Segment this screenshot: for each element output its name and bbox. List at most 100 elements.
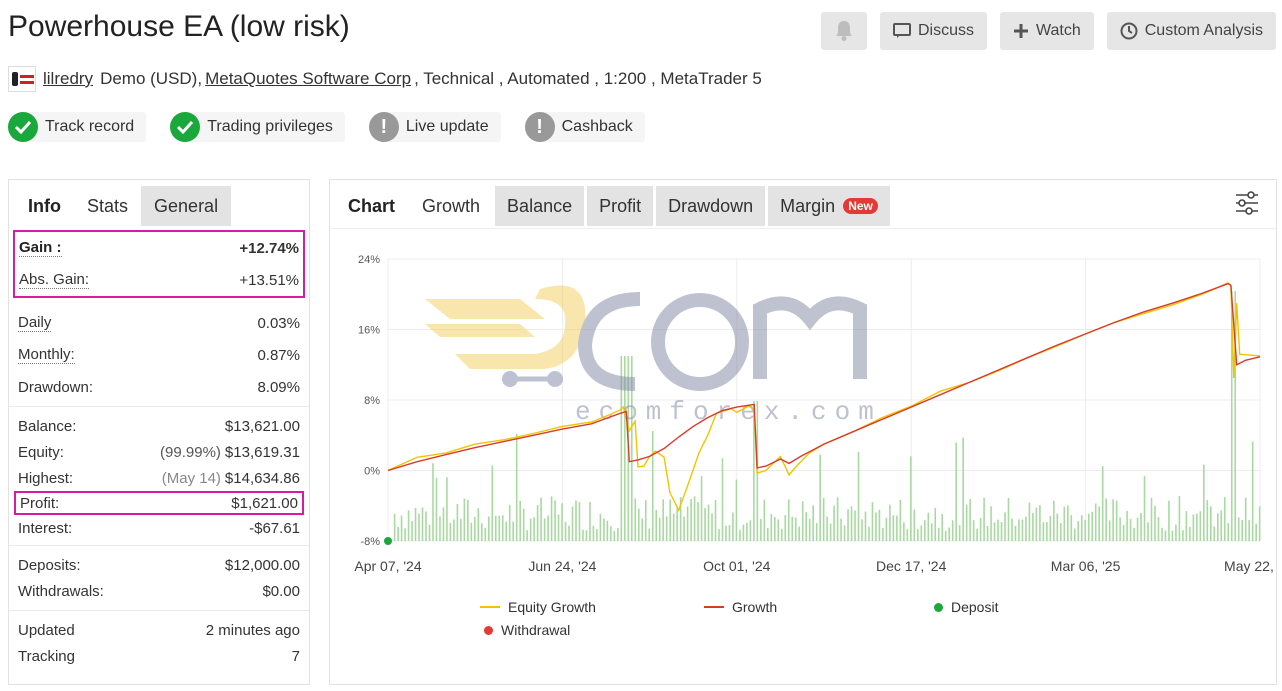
tab-drawdown[interactable]: Drawdown [656, 186, 766, 226]
volume-bar [620, 356, 623, 541]
tab-stats[interactable]: Stats [87, 195, 129, 216]
stats-panel: Info Stats General Gain : +12.74% Abs. G… [8, 179, 310, 685]
volume-bar [610, 526, 612, 541]
volume-bar [711, 513, 713, 541]
volume-bar [728, 525, 731, 541]
broker-link[interactable]: MetaQuotes Software Corp [205, 69, 412, 88]
volume-bar [603, 518, 605, 541]
tab-margin[interactable]: Margin New [768, 186, 890, 226]
badge-live-update[interactable]: ! Live update [368, 112, 501, 142]
monthly-label[interactable]: Monthly: [18, 346, 75, 364]
legend-withdrawal[interactable]: Withdrawal [484, 622, 570, 638]
volume-bar [742, 524, 745, 541]
volume-bar [501, 515, 504, 541]
volume-bar [1025, 516, 1027, 541]
volume-bar [1168, 500, 1170, 541]
check-icon [8, 112, 38, 142]
volume-bar [505, 521, 508, 541]
chart-tabs: Chart Growth Balance Profit Drawdown Mar… [330, 180, 1276, 228]
abs-gain-label[interactable]: Abs. Gain: [19, 271, 90, 289]
volume-bar [487, 516, 490, 541]
badge-trading-privileges[interactable]: Trading privileges [170, 112, 345, 142]
volume-bar [1046, 522, 1048, 541]
discuss-button[interactable]: Discuss [879, 12, 987, 50]
chart-settings-button[interactable] [1234, 190, 1260, 221]
volume-bar [725, 525, 727, 541]
volume-bar [449, 522, 452, 541]
monthly-value: 0.87% [257, 346, 300, 364]
volume-bar [993, 522, 996, 541]
volume-bar [522, 508, 525, 541]
volume-bar [760, 518, 762, 541]
legend-growth[interactable]: Growth [704, 599, 777, 615]
volume-bar [575, 500, 577, 541]
volume-bar [707, 504, 710, 541]
volume-bar [498, 515, 501, 541]
volume-bar [704, 508, 706, 541]
volume-bar [679, 497, 682, 541]
watermark-text: ecomforex.com [575, 397, 882, 427]
legend-equity-growth[interactable]: Equity Growth [480, 599, 596, 615]
tab-general[interactable]: General [141, 186, 232, 226]
volume-bar [892, 515, 895, 541]
badge-label: Cashback [561, 118, 633, 135]
volume-bar [1258, 506, 1261, 541]
tab-balance[interactable]: Balance [495, 186, 585, 226]
volume-bar [979, 518, 982, 541]
volume-bar [676, 507, 678, 541]
watch-button[interactable]: Watch [999, 12, 1094, 50]
legend-label: Growth [732, 599, 778, 615]
volume-bar [543, 518, 546, 541]
volume-bar [965, 504, 968, 541]
profit-row: Profit: $1,621.00 [14, 491, 304, 515]
volume-bar [948, 527, 951, 541]
badge-label: Track record [45, 118, 135, 135]
daily-value: 0.03% [257, 314, 300, 332]
volume-bar [651, 431, 654, 541]
tab-info[interactable]: Info [28, 195, 61, 216]
volume-bar [568, 525, 570, 541]
volume-bar [1056, 513, 1059, 541]
volume-bar [491, 465, 494, 541]
chart-panel: Chart Growth Balance Profit Drawdown Mar… [329, 179, 1282, 685]
deposits-label: Deposits: [18, 556, 81, 574]
notify-button[interactable] [820, 12, 867, 50]
gain-label[interactable]: Gain : [19, 239, 62, 257]
y-tick-label: 0% [364, 466, 380, 478]
tab-profit[interactable]: Profit [587, 186, 654, 226]
volume-bar [1070, 515, 1073, 541]
avatar[interactable] [8, 66, 36, 92]
daily-label[interactable]: Daily [18, 314, 52, 332]
exclamation-icon: ! [368, 112, 399, 142]
badge-cashback[interactable]: ! Cashback [524, 112, 645, 142]
badge-track-record[interactable]: Track record [8, 112, 147, 142]
check-icon [170, 112, 201, 142]
volume-bar [767, 528, 769, 541]
equity-row: Equity: (99.99%) $13,619.31 [18, 439, 300, 465]
volume-bar [1189, 526, 1191, 541]
volume-bar [934, 507, 937, 541]
user-link[interactable]: lilredry [43, 69, 94, 88]
legend-deposit[interactable]: Deposit [934, 599, 998, 615]
volume-bar [404, 528, 406, 541]
account-meta: lilredry Demo (USD), MetaQuotes Software… [8, 66, 762, 92]
volume-bar [951, 520, 954, 541]
volume-bar [861, 519, 863, 541]
abs-gain-value: +13.51% [239, 271, 299, 289]
badge-label: Trading privileges [207, 118, 333, 135]
volume-bar [791, 516, 794, 541]
volume-bar [1122, 525, 1125, 541]
volume-bar [1105, 498, 1107, 541]
tab-growth[interactable]: Growth [410, 186, 493, 226]
custom-analysis-button[interactable]: Custom Analysis [1106, 12, 1276, 50]
volume-bar [446, 477, 448, 541]
account-type: Demo (USD), [100, 69, 203, 88]
tab-chart[interactable]: Chart [348, 195, 396, 216]
volume-bar [540, 497, 542, 541]
volume-bar [630, 356, 633, 541]
growth-chart: ecomforex.com 24% 16% 8% 0% -8% Apr 07, '24 J… [330, 228, 1282, 684]
volume-bar [637, 508, 640, 541]
volume-bar [428, 524, 431, 541]
volume-bar [854, 510, 856, 541]
volume-bar [1129, 518, 1132, 541]
